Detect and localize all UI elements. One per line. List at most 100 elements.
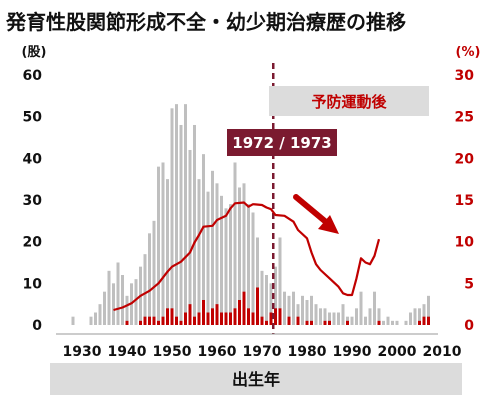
treated-bar <box>184 312 187 325</box>
treated-bar <box>233 308 237 325</box>
total-bar <box>175 104 178 325</box>
total-bar <box>323 308 327 325</box>
total-bar <box>409 312 412 325</box>
total-bar <box>422 304 426 325</box>
total-bar <box>224 208 228 325</box>
total-bar <box>242 183 246 325</box>
right-axis-unit: (%) <box>456 45 481 60</box>
x-tick-label: 1930 <box>63 344 102 360</box>
total-bar <box>229 204 232 325</box>
total-bar <box>125 295 129 325</box>
total-bar <box>89 316 93 325</box>
right-tick-label: 0 <box>464 318 474 334</box>
x-axis-label-box <box>50 363 462 395</box>
downward-arrow-icon <box>293 194 339 234</box>
treated-bar <box>287 316 291 325</box>
treated-bar <box>215 304 219 325</box>
total-bar <box>359 291 363 325</box>
total-bar <box>103 291 106 325</box>
treated-bar <box>265 320 268 325</box>
treated-bar <box>193 316 196 325</box>
total-bar <box>143 254 147 325</box>
total-bar <box>395 320 399 325</box>
treated-bar <box>148 316 151 325</box>
left-axis-unit: (股) <box>22 45 47 60</box>
treated-bar <box>125 320 129 325</box>
total-bar <box>427 295 430 325</box>
left-tick-label: 60 <box>23 68 43 84</box>
total-bar <box>116 262 120 325</box>
left-axis-ticks: 0 10 20 30 40 50 60 <box>23 68 43 334</box>
total-bar <box>337 312 340 325</box>
treated-bar <box>224 312 228 325</box>
total-bar <box>278 237 282 325</box>
x-tick-label: 1940 <box>108 344 147 360</box>
total-bar <box>373 291 376 325</box>
total-bar <box>211 170 214 325</box>
treated-bar <box>175 316 178 325</box>
treated-bar <box>188 304 192 325</box>
treated-bar <box>251 312 255 325</box>
treated-bar <box>197 312 201 325</box>
total-bar <box>166 179 169 325</box>
total-bar <box>296 304 300 325</box>
total-bar <box>364 316 367 325</box>
total-bar <box>350 316 354 325</box>
total-bar <box>188 149 192 325</box>
total-bar <box>256 237 259 325</box>
total-bar <box>283 291 286 325</box>
total-bar <box>148 233 151 325</box>
treated-bar <box>170 308 174 325</box>
total-bar <box>193 124 196 325</box>
prevention-label: 予防運動後 <box>311 93 387 111</box>
total-bar <box>215 183 219 325</box>
total-bar <box>341 304 345 325</box>
total-bar <box>332 312 336 325</box>
total-bar <box>418 308 421 325</box>
treated-bar <box>242 291 246 325</box>
total-bar <box>107 270 111 325</box>
total-bar <box>71 316 75 325</box>
total-bar <box>170 108 174 325</box>
total-bar <box>112 283 115 325</box>
x-tick-label: 1960 <box>198 344 237 360</box>
treated-bar <box>143 316 147 325</box>
treated-bar <box>152 316 156 325</box>
total-bar <box>157 166 160 325</box>
total-bar <box>184 104 187 325</box>
x-tick-label: 1980 <box>288 344 327 360</box>
right-tick-label: 10 <box>455 235 475 251</box>
x-tick-label: 1970 <box>243 344 282 360</box>
total-bar <box>220 195 223 325</box>
left-tick-label: 40 <box>23 151 43 167</box>
treated-bar <box>139 320 142 325</box>
total-bar <box>355 308 358 325</box>
right-tick-label: 15 <box>455 193 474 209</box>
total-bar <box>260 270 264 325</box>
total-bar <box>314 304 318 325</box>
left-tick-label: 30 <box>23 193 43 209</box>
treated-bar <box>220 312 223 325</box>
total-bars <box>71 104 430 325</box>
total-bar <box>386 316 390 325</box>
treated-bar <box>206 312 210 325</box>
treated-bar <box>157 320 160 325</box>
total-bar <box>238 187 241 325</box>
treated-bar <box>422 316 426 325</box>
total-bar <box>94 312 97 325</box>
total-bar <box>382 320 385 325</box>
total-bar <box>368 308 372 325</box>
right-tick-label: 20 <box>455 151 475 167</box>
treated-bar <box>247 308 250 325</box>
left-tick-label: 20 <box>23 235 43 251</box>
treated-bar <box>211 308 214 325</box>
treated-bar <box>274 308 277 325</box>
total-bar <box>134 279 138 325</box>
total-bar <box>152 220 156 325</box>
treated-bar <box>323 320 327 325</box>
right-axis-ticks: 0 5 10 15 20 25 30 <box>455 68 475 334</box>
total-bar <box>206 191 210 325</box>
total-bar <box>319 308 322 325</box>
total-bar <box>391 320 394 325</box>
x-tick-label: 2010 <box>423 344 462 360</box>
